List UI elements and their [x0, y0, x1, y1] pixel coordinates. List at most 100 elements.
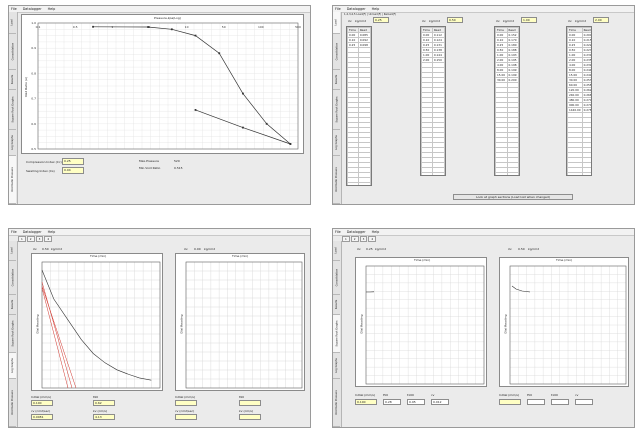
table-row[interactable]: 1440.00 0.278: [567, 107, 591, 113]
side-tab-void-ratio[interactable]: Void Ratio Pressure: [9, 156, 16, 204]
table-cell[interactable]: 0.180: [506, 42, 519, 48]
table-cell[interactable]: 0.200: [581, 32, 592, 38]
side-tab-square-root[interactable]: Square Root Graphs: [333, 315, 340, 353]
table-cell[interactable]: 0.199: [506, 72, 519, 78]
menu-file[interactable]: File: [11, 230, 17, 234]
menu-datalogger[interactable]: Datalogger: [346, 230, 366, 234]
table-cell[interactable]: 0.222: [581, 42, 592, 48]
menu-file[interactable]: File: [11, 7, 17, 11]
table-row[interactable]: 0.50 0.138: [421, 47, 445, 53]
sub-tab-2[interactable]: 2: [26, 236, 35, 242]
menu-datalogger[interactable]: Datalogger: [346, 7, 366, 11]
table-cell[interactable]: 0.199: [506, 67, 519, 73]
load-group-value[interactable]: 0.25: [373, 17, 389, 23]
reading-table[interactable]: Time Read 0.00 0.200 0.10 0.215 0.25 0.222 0.50 0…: [566, 26, 592, 176]
cv-field[interactable]: 0.012: [431, 399, 449, 405]
table-cell[interactable]: 0.188: [506, 47, 519, 53]
side-tab-void-ratio[interactable]: Void Ratio Pressure: [333, 156, 340, 204]
load-group-value[interactable]: 0.50: [447, 17, 463, 23]
table-cell[interactable]: 0.249: [581, 72, 592, 78]
table-cell[interactable]: 0.274: [581, 102, 592, 108]
graph-sections-button[interactable]: Look at graph sections (Load lost when c…: [453, 194, 573, 200]
menu-help[interactable]: Help: [371, 7, 380, 11]
sub-tab-1[interactable]: 1: [18, 236, 26, 242]
initial-field[interactable]: 0.100: [355, 399, 377, 405]
menu-file[interactable]: File: [335, 7, 341, 11]
menu-datalogger[interactable]: Datalogger: [22, 230, 42, 234]
table-row[interactable]: 0.10 0.124: [421, 37, 445, 43]
reading-table[interactable]: Time Read 0.00 0.112 0.10 0.124 0.25 0.131 0.50 0…: [420, 26, 446, 176]
right-kv-field[interactable]: [239, 414, 261, 420]
table-cell[interactable]: [506, 172, 519, 175]
right-initial-field[interactable]: [175, 400, 197, 406]
table-cell[interactable]: 0.266: [581, 92, 592, 98]
side-tab-consolidation[interactable]: Consolidation: [9, 261, 16, 295]
side-tab-consolidation[interactable]: Consolidation: [333, 34, 340, 70]
side-tab-log-graphs[interactable]: Log Graphs: [9, 353, 16, 379]
cs-field[interactable]: 0.04: [62, 167, 84, 174]
table-cell[interactable]: 0.152: [506, 32, 519, 38]
table-cell[interactable]: [567, 172, 583, 175]
table-cell[interactable]: 1440.00: [567, 107, 583, 113]
side-tab-load[interactable]: Load: [9, 12, 16, 34]
table-cell[interactable]: 0.231: [581, 52, 592, 58]
menu-datalogger[interactable]: Datalogger: [22, 7, 42, 11]
table-row[interactable]: [495, 172, 519, 175]
left-t90-field[interactable]: 0.62: [93, 400, 115, 406]
right-initial-field[interactable]: [499, 399, 521, 405]
left-cv-field[interactable]: 0.0081: [31, 414, 53, 420]
side-tab-load[interactable]: Load: [9, 241, 16, 261]
menu-help[interactable]: Help: [47, 7, 56, 11]
table-cell[interactable]: 0.193: [506, 52, 519, 58]
table-cell[interactable]: 0.200: [506, 77, 519, 83]
t100-field[interactable]: 0.95: [407, 399, 425, 405]
side-tab-void-ratio[interactable]: Void Ratio Pressure: [9, 379, 16, 427]
sub-tab-2[interactable]: 2: [350, 236, 359, 242]
table-cell[interactable]: 0.239: [581, 62, 592, 68]
load-group-value[interactable]: 1.00: [521, 17, 537, 23]
table-cell[interactable]: 0.227: [581, 47, 592, 53]
sub-tab-3[interactable]: 3: [35, 236, 44, 242]
sub-tab-1[interactable]: 1: [342, 236, 350, 242]
table-cell[interactable]: [431, 172, 445, 175]
table-row[interactable]: 0.25 0.131: [421, 42, 445, 48]
side-tab-log-graphs[interactable]: Log Graphs: [333, 130, 340, 156]
table-cell[interactable]: 0.195: [506, 57, 519, 63]
side-tab-consolidation[interactable]: Consolidation: [333, 261, 340, 295]
side-tab-void-ratio[interactable]: Void Ratio Pressure: [333, 379, 340, 427]
reading-table[interactable]: Time Read 0.00 0.152 0.10 0.170 0.25 0.180 0.50 0…: [494, 26, 520, 176]
side-tab-results[interactable]: Results: [333, 295, 340, 315]
table-row[interactable]: 0.25 0.098: [347, 42, 371, 48]
table-cell[interactable]: 0.244: [581, 67, 592, 73]
side-tab-square-root[interactable]: Square Root Graphs: [9, 315, 16, 353]
table-row[interactable]: [567, 172, 591, 175]
right-cv-field[interactable]: [575, 399, 593, 405]
load-group-value[interactable]: 2.00: [593, 17, 609, 23]
side-tab-square-root[interactable]: Square Root Graphs: [9, 90, 16, 130]
table-cell[interactable]: 0.215: [581, 37, 592, 43]
side-tab-square-root[interactable]: Square Root Graphs: [333, 90, 340, 130]
table-cell[interactable]: 0.198: [506, 62, 519, 68]
table-cell[interactable]: [347, 182, 359, 185]
side-tab-load[interactable]: Load: [333, 241, 340, 261]
table-cell[interactable]: 0.235: [581, 57, 592, 63]
sub-tab-3[interactable]: 3: [359, 236, 368, 242]
side-tab-results[interactable]: Results: [9, 295, 16, 315]
right-t100-field[interactable]: [551, 399, 569, 405]
menu-help[interactable]: Help: [371, 230, 380, 234]
side-tab-log-graphs[interactable]: Log Graphs: [333, 353, 340, 379]
side-tab-consolidation[interactable]: Consolidation: [9, 34, 16, 70]
table-cell[interactable]: [495, 172, 508, 175]
reading-table[interactable]: Time Read 0.00 0.085 0.10 0.092 0.25 0.098: [346, 26, 372, 186]
side-tab-results[interactable]: Results: [333, 70, 340, 90]
table-row[interactable]: [347, 182, 371, 185]
right-cv-field[interactable]: [175, 414, 197, 420]
side-tab-log-graphs[interactable]: Log Graphs: [9, 130, 16, 156]
table-row[interactable]: [421, 172, 445, 175]
menu-help[interactable]: Help: [47, 230, 56, 234]
sub-tab-4[interactable]: 4: [44, 236, 53, 242]
table-cell[interactable]: [581, 172, 591, 175]
t50-field[interactable]: 0.28: [383, 399, 401, 405]
table-row[interactable]: 0.10 0.092: [347, 37, 371, 43]
table-cell[interactable]: 0.270: [581, 97, 592, 103]
